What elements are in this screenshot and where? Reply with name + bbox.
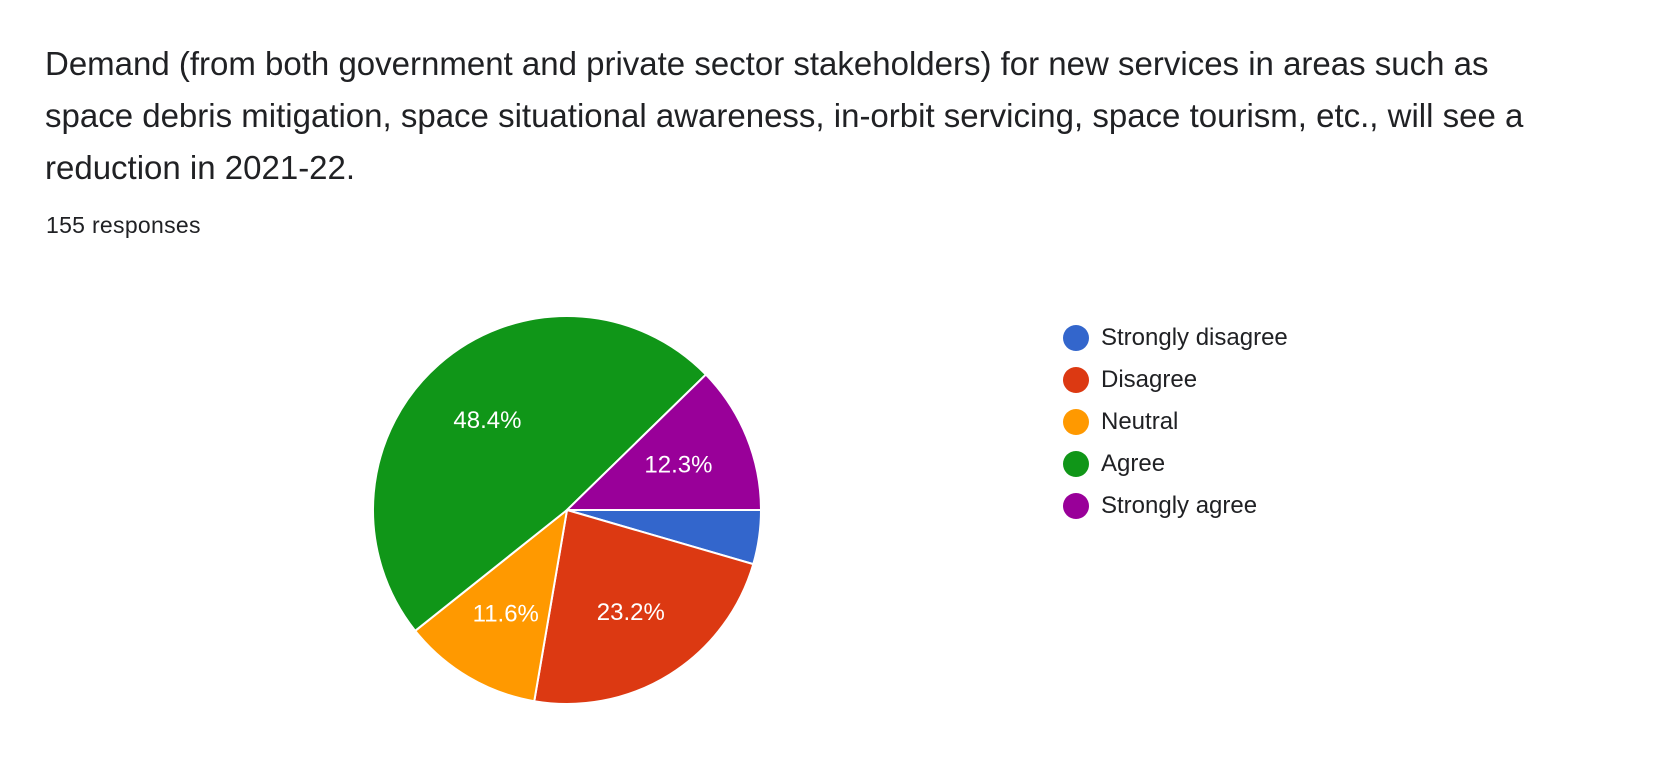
legend-swatch [1063, 493, 1089, 519]
legend-item-strongly-agree[interactable]: Strongly agree [1063, 485, 1288, 527]
legend-item-disagree[interactable]: Disagree [1063, 359, 1288, 401]
pie-slice-disagree[interactable] [533, 508, 755, 705]
response-count: 155 responses [46, 212, 201, 238]
legend-label: Agree [1101, 450, 1166, 477]
pie-slice-agree[interactable] [372, 315, 708, 633]
legend-swatch [1063, 325, 1089, 351]
legend-item-agree[interactable]: Agree [1063, 443, 1288, 485]
chart-legend: Strongly disagree Disagree Neutral Agree Str… [1063, 317, 1288, 527]
pie-slice-strongly-agree[interactable] [564, 373, 763, 511]
slice-label-disagree: 23.2% [597, 599, 665, 626]
legend-label: Strongly agree [1101, 492, 1258, 519]
legend-label: Disagree [1101, 366, 1198, 393]
legend-label: Neutral [1101, 408, 1179, 435]
slice-label-agree: 48.4% [453, 407, 521, 434]
legend-label: Strongly disagree [1101, 324, 1288, 351]
slice-label-strongly-agree: 12.3% [644, 452, 712, 479]
legend-swatch [1063, 367, 1089, 393]
legend-swatch [1063, 451, 1089, 477]
pie-slices [372, 315, 763, 705]
slice-label-neutral: 11.6% [473, 601, 539, 628]
legend-item-strongly-disagree[interactable]: Strongly disagree [1063, 317, 1288, 359]
legend-swatch [1063, 409, 1089, 435]
legend-item-neutral[interactable]: Neutral [1063, 401, 1288, 443]
pie-labels: 23.2% 11.6% 48.4% 12.3% [453, 407, 712, 628]
question-title: Demand (from both government and private… [45, 45, 1524, 186]
pie-slice-neutral[interactable] [413, 507, 569, 703]
